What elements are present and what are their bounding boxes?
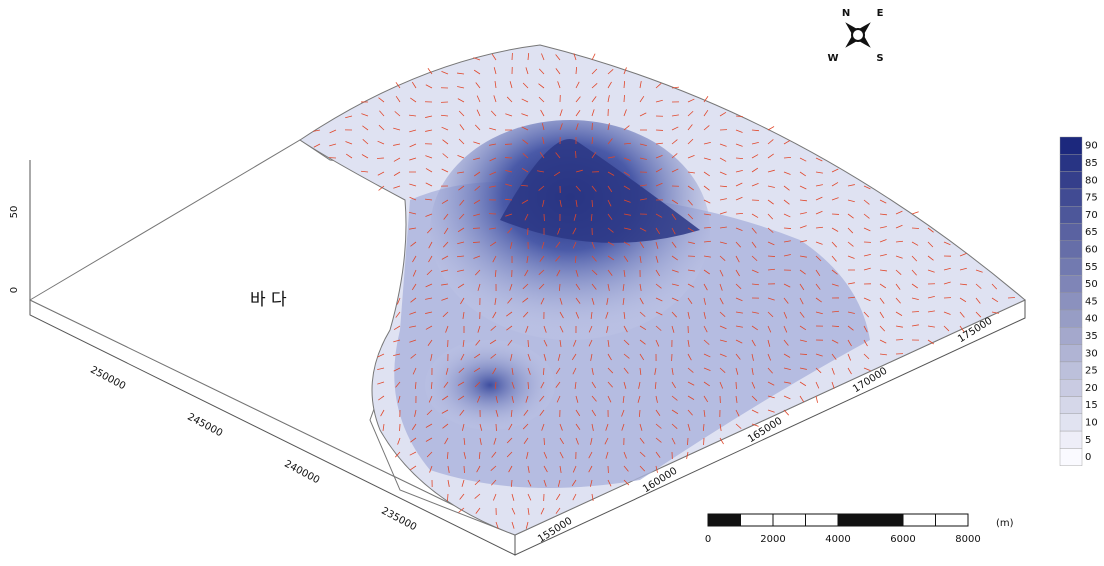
legend-label: 85 (1085, 158, 1098, 169)
y-tick-label: 235000 (379, 506, 418, 534)
legend-label: 50 (1085, 279, 1098, 290)
compass-label: N (842, 8, 850, 19)
arrow (528, 340, 529, 347)
scale-label: 2000 (760, 534, 785, 545)
legend-label: 65 (1085, 227, 1098, 238)
legend-label: 80 (1085, 175, 1098, 186)
legend-label: 90 (1085, 141, 1098, 152)
legend-label: 10 (1085, 417, 1098, 428)
legend-label: 25 (1085, 366, 1098, 377)
arrow (800, 354, 807, 355)
legend-label: 60 (1085, 244, 1098, 255)
legend-swatch (1060, 345, 1082, 362)
compass-label: S (876, 53, 883, 64)
scale-unit: (m) (996, 518, 1014, 529)
arrow (544, 438, 545, 445)
legend-swatch (1060, 362, 1082, 379)
scale-segment (838, 514, 871, 526)
legend-swatch (1060, 206, 1082, 223)
legend-swatch (1060, 293, 1082, 310)
compass-label: W (827, 53, 838, 64)
legend-swatch (1060, 448, 1082, 465)
scale-segment (936, 514, 969, 526)
legend-label: 5 (1085, 435, 1091, 446)
scale-segment (708, 514, 741, 526)
arrow (687, 438, 688, 445)
scale-label: 4000 (825, 534, 850, 545)
scale-segment (741, 514, 774, 526)
arrow (624, 95, 625, 102)
arrow (912, 228, 919, 229)
legend-label: 75 (1085, 193, 1098, 204)
arrow (896, 339, 903, 340)
compass-label: E (877, 8, 884, 19)
legend-label: 15 (1085, 400, 1098, 411)
legend-swatch (1060, 137, 1082, 154)
scale-label: 6000 (890, 534, 915, 545)
legend-swatch (1060, 379, 1082, 396)
legend-label: 70 (1085, 210, 1098, 221)
legend-label: 45 (1085, 296, 1098, 307)
sea-label: 바 다 (250, 290, 287, 310)
y-tick-label: 250000 (88, 365, 127, 393)
arrow (912, 311, 919, 312)
legend-swatch (1060, 154, 1082, 171)
arrow (768, 127, 774, 130)
legend-swatch (1060, 189, 1082, 206)
map-view: 바 다 500250000245000240000235000155000160… (0, 0, 1104, 562)
legend-swatch (1060, 258, 1082, 275)
legend-label: 30 (1085, 348, 1098, 359)
legend-swatch (1060, 275, 1082, 292)
compass (842, 19, 875, 52)
hill (425, 340, 555, 430)
legend-swatch (1060, 172, 1082, 189)
legend-label: 35 (1085, 331, 1098, 342)
scale-segment (903, 514, 936, 526)
legend-label: 40 (1085, 314, 1098, 325)
y-tick-label: 245000 (185, 412, 224, 440)
scale-segment (871, 514, 904, 526)
legend-label: 0 (1085, 452, 1091, 463)
legend-label: 55 (1085, 262, 1098, 273)
arrow (1008, 297, 1015, 298)
arrow (592, 54, 595, 60)
legend-label: 20 (1085, 383, 1098, 394)
legend-swatch (1060, 310, 1082, 327)
scale-label: 0 (705, 534, 711, 545)
legend-swatch (1060, 327, 1082, 344)
arrow (473, 242, 480, 243)
legend-swatch (1060, 431, 1082, 448)
y-tick-label: 240000 (282, 459, 321, 487)
z-tick-label: 50 (9, 206, 20, 219)
arrow (447, 494, 448, 501)
scale-segment (773, 514, 806, 526)
legend-swatch (1060, 224, 1082, 241)
legend-swatch (1060, 414, 1082, 431)
scale-label: 8000 (955, 534, 980, 545)
legend-swatch (1060, 241, 1082, 258)
arrow (464, 466, 465, 473)
scale-segment (806, 514, 839, 526)
legend-swatch (1060, 397, 1082, 414)
arrow (768, 256, 775, 257)
arrow (592, 200, 593, 207)
arrow (912, 212, 919, 214)
z-tick-label: 0 (9, 287, 20, 293)
